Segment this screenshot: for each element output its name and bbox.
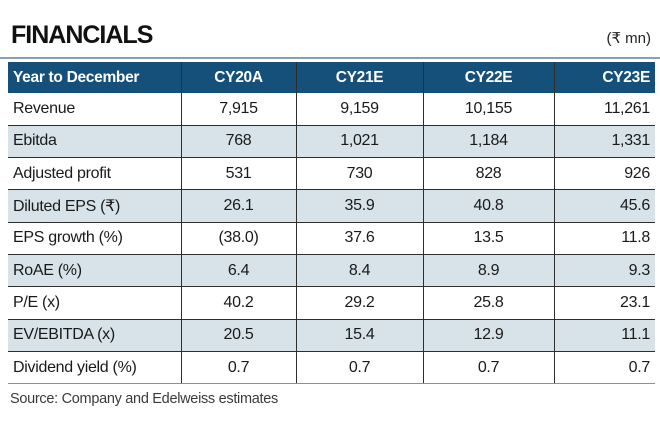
cell-value: 1,184 xyxy=(422,124,554,158)
cell-value: 531 xyxy=(180,157,296,190)
table-row-adjusted-profit: Adjusted profit 531 730 828 926 xyxy=(8,157,655,190)
cell-value: 0.7 xyxy=(422,350,554,385)
financials-table: Year to December CY20A CY21E CY22E CY23E… xyxy=(8,62,655,385)
table-row-pe: P/E (x) 40.2 29.2 25.8 23.1 xyxy=(8,286,655,320)
cell-value: 26.1 xyxy=(180,189,296,223)
header-cy20a: CY20A xyxy=(180,62,296,93)
cell-value: 25.8 xyxy=(422,286,554,320)
table-body: Revenue 7,915 9,159 10,155 11,261 Ebitda… xyxy=(8,93,655,385)
cell-value: 1,331 xyxy=(553,124,655,158)
table-row-ev-ebitda: EV/EBITDA (x) 20.5 15.4 12.9 11.1 xyxy=(8,318,655,352)
top-rule-divider xyxy=(0,57,660,59)
row-label: EV/EBITDA (x) xyxy=(8,318,181,352)
cell-value: 0.7 xyxy=(180,350,296,385)
row-label: Adjusted profit xyxy=(8,157,181,190)
row-label: Dividend yield (%) xyxy=(8,350,181,385)
row-label: RoAE (%) xyxy=(8,253,181,287)
header-cy22e: CY22E xyxy=(422,62,554,93)
cell-value: 768 xyxy=(180,124,296,158)
cell-value: 9,159 xyxy=(295,93,423,126)
table-row-diluted-eps: Diluted EPS (₹) 26.1 35.9 40.8 45.6 xyxy=(8,189,655,223)
cell-value: 6.4 xyxy=(180,253,296,287)
cell-value: 29.2 xyxy=(295,286,423,320)
cell-value: 40.8 xyxy=(422,189,554,223)
cell-value: 40.2 xyxy=(180,286,296,320)
cell-value: 828 xyxy=(422,157,554,190)
row-label: P/E (x) xyxy=(8,286,181,320)
cell-value: 1,021 xyxy=(295,124,423,158)
cell-value: 926 xyxy=(553,157,655,190)
cell-value: 20.5 xyxy=(180,318,296,352)
page-title: FINANCIALS xyxy=(11,21,153,49)
table-row-roae: RoAE (%) 6.4 8.4 8.9 9.3 xyxy=(8,253,655,287)
cell-value: 37.6 xyxy=(295,221,423,255)
cell-value: 23.1 xyxy=(553,286,655,320)
masthead: FINANCIALS (₹ mn) xyxy=(0,0,660,48)
cell-value: 8.9 xyxy=(422,253,554,287)
cell-value: 11.1 xyxy=(553,318,655,352)
source-note: Source: Company and Edelweiss estimates xyxy=(10,391,278,408)
cell-value: 7,915 xyxy=(180,93,296,126)
cell-value: 9.3 xyxy=(553,253,655,287)
cell-value: 12.9 xyxy=(422,318,554,352)
currency-unit-label: (₹ mn) xyxy=(606,30,651,47)
cell-value: 11.8 xyxy=(553,221,655,255)
row-label: Diluted EPS (₹) xyxy=(8,189,181,223)
cell-value: 8.4 xyxy=(295,253,423,287)
table-row-ebitda: Ebitda 768 1,021 1,184 1,331 xyxy=(8,124,655,158)
cell-value: 15.4 xyxy=(295,318,423,352)
cell-value: 45.6 xyxy=(553,189,655,223)
header-year-to-december: Year to December xyxy=(8,62,181,93)
cell-value: 35.9 xyxy=(295,189,423,223)
header-cy21e: CY21E xyxy=(295,62,423,93)
cell-value: (38.0) xyxy=(180,221,296,255)
cell-value: 10,155 xyxy=(422,93,554,126)
cell-value: 0.7 xyxy=(553,350,655,385)
table-row-revenue: Revenue 7,915 9,159 10,155 11,261 xyxy=(8,93,655,126)
cell-value: 730 xyxy=(295,157,423,190)
table-header-row: Year to December CY20A CY21E CY22E CY23E xyxy=(8,62,655,93)
row-label: EPS growth (%) xyxy=(8,221,181,255)
table-row-dividend-yield: Dividend yield (%) 0.7 0.7 0.7 0.7 xyxy=(8,350,655,385)
table-row-eps-growth: EPS growth (%) (38.0) 37.6 13.5 11.8 xyxy=(8,221,655,255)
cell-value: 0.7 xyxy=(295,350,423,385)
row-label: Ebitda xyxy=(8,124,181,158)
row-label: Revenue xyxy=(13,99,75,117)
cell-value: 11,261 xyxy=(553,93,655,126)
cell-value: 13.5 xyxy=(422,221,554,255)
header-cy23e: CY23E xyxy=(553,62,655,93)
